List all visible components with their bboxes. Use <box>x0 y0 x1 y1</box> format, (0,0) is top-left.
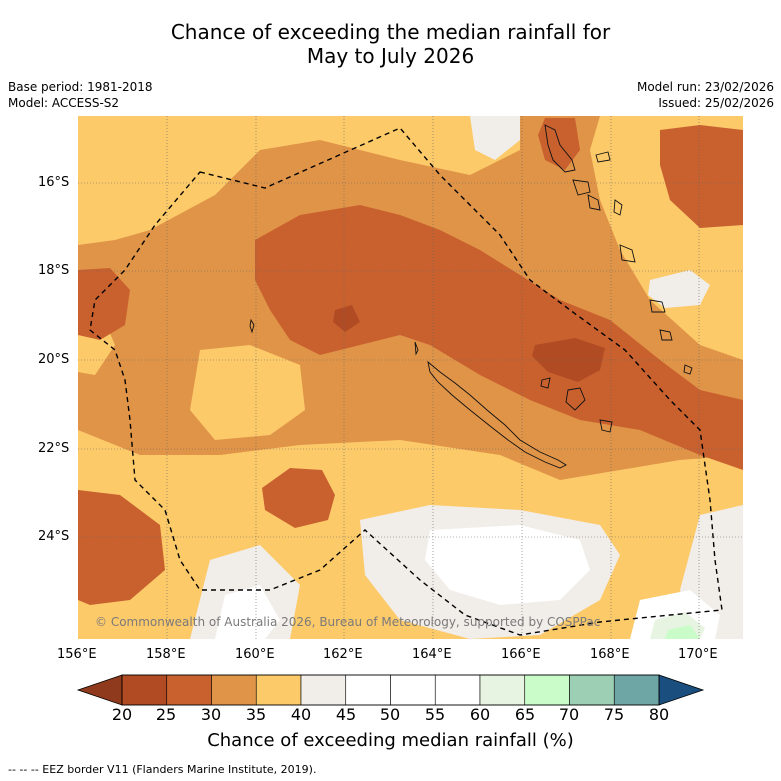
colorbar-tick: 45 <box>335 705 357 724</box>
graticule <box>78 116 743 639</box>
copyright-notice: © Commonwealth of Australia 2026, Bureau… <box>95 615 601 629</box>
model-label: Model: ACCESS-S2 <box>8 96 120 110</box>
colorbar-tick: 35 <box>245 705 267 724</box>
colorbar-segment <box>211 674 257 706</box>
base-period-label: Base period: 1981-2018 <box>8 80 153 94</box>
colorbar-segment <box>479 674 526 706</box>
colorbar-segment <box>613 674 660 706</box>
lon-label-156e: 156°E <box>57 647 97 662</box>
eez-legend: -- -- -- EEZ border V11 (Flanders Marine… <box>8 763 317 776</box>
issued-label: Issued: 25/02/2026 <box>658 96 774 110</box>
colorbar-segment <box>390 674 436 706</box>
colorbar <box>76 674 705 706</box>
lon-label-170e: 170°E <box>678 647 718 662</box>
colorbar-segment <box>300 674 347 706</box>
colorbar-tick: 75 <box>603 705 625 724</box>
colorbar-tick: 25 <box>155 705 177 724</box>
lat-label-24s: 24°S <box>38 529 70 544</box>
colorbar-segment <box>524 674 570 706</box>
lon-label-168e: 168°E <box>590 647 630 662</box>
colorbar-segment <box>345 674 391 706</box>
map-title-line1: Chance of exceeding the median rainfall … <box>170 20 611 44</box>
colorbar-title: Chance of exceeding median rainfall (%) <box>207 730 574 751</box>
colorbar-tick: 50 <box>379 705 401 724</box>
colorbar-high-arrow <box>658 674 705 706</box>
lon-label-160e: 160°E <box>235 647 275 662</box>
colorbar-tick: 60 <box>469 705 491 724</box>
lat-label-22s: 22°S <box>38 441 70 456</box>
colorbar-segment <box>434 674 481 706</box>
model-run-label: Model run: 23/02/2026 <box>636 80 774 94</box>
coastlines <box>249 124 693 469</box>
lat-label-20s: 20°S <box>38 352 70 367</box>
colorbar-tick: 30 <box>200 705 222 724</box>
lon-label-166e: 166°E <box>501 647 541 662</box>
colorbar-tick: 40 <box>290 705 312 724</box>
colorbar-segment <box>166 674 212 706</box>
colorbar-segment <box>255 674 302 706</box>
colorbar-low-arrow <box>76 674 123 706</box>
colorbar-tick: 55 <box>424 705 446 724</box>
colorbar-segment <box>569 674 615 706</box>
lon-label-162e: 162°E <box>323 647 363 662</box>
colorbar-tick: 70 <box>558 705 580 724</box>
colorbar-segment <box>121 674 168 706</box>
lon-label-164e: 164°E <box>412 647 452 662</box>
colorbar-tick: 80 <box>648 705 670 724</box>
lat-label-18s: 18°S <box>38 263 70 278</box>
lat-label-16s: 16°S <box>38 175 70 190</box>
colorbar-tick: 20 <box>111 705 133 724</box>
lon-label-158e: 158°E <box>146 647 186 662</box>
map-title-line2: May to July 2026 <box>306 44 475 68</box>
colorbar-tick: 65 <box>514 705 536 724</box>
rainfall-probability-field <box>78 116 743 639</box>
